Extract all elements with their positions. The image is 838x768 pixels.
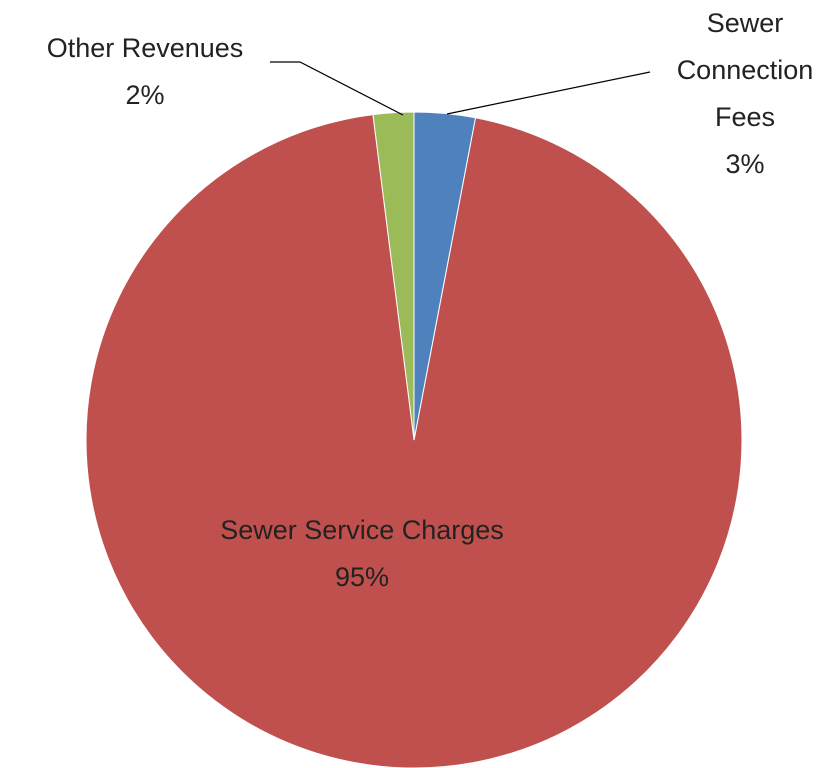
category-name: Other Revenues <box>46 33 244 63</box>
category-name: Sewer Service Charges <box>220 515 504 545</box>
value-label: 95% <box>334 562 390 592</box>
pie-slice <box>413 111 477 441</box>
slice-label: Sewer Service Charges 95% <box>212 507 512 601</box>
leader-line <box>270 61 404 116</box>
leader-line <box>446 71 651 115</box>
category-name: Sewer Connection Fees <box>676 8 814 132</box>
slice-label: Other Revenues 2% <box>10 25 280 119</box>
value-label: 3% <box>725 149 765 179</box>
value-label: 2% <box>125 80 165 110</box>
slice-label: Sewer Connection Fees 3% <box>652 0 838 188</box>
